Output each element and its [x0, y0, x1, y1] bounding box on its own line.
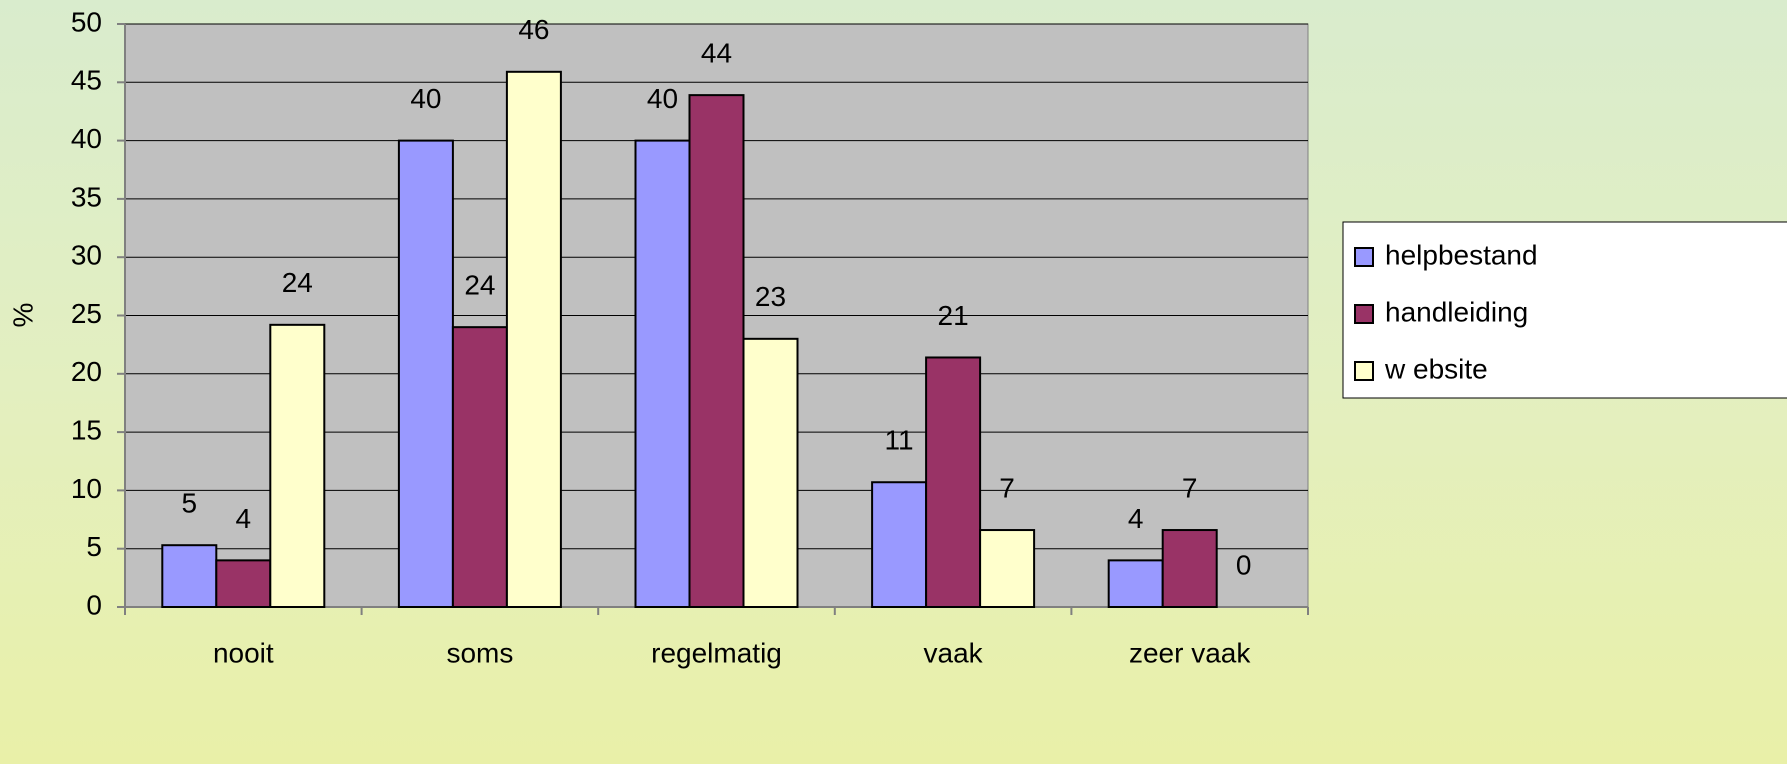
legend-label: w ebsite — [1384, 353, 1488, 384]
y-tick-label: 10 — [71, 473, 102, 504]
y-tick-label: 0 — [86, 589, 102, 620]
bar — [397, 139, 454, 608]
y-tick-label: 40 — [71, 123, 102, 154]
data-label: 7 — [1182, 472, 1198, 503]
legend-swatch — [1354, 247, 1374, 267]
data-label: 24 — [464, 270, 495, 301]
bar — [215, 559, 272, 608]
x-tick-label: regelmatig — [651, 637, 782, 668]
bar — [871, 481, 928, 609]
data-label: 4 — [1128, 503, 1144, 534]
data-label: 40 — [410, 83, 441, 114]
y-tick-label: 5 — [86, 531, 102, 562]
bar — [1107, 559, 1164, 608]
bar — [634, 139, 691, 608]
bar — [925, 356, 982, 609]
data-label: 5 — [182, 488, 198, 519]
legend-swatch — [1354, 304, 1374, 324]
y-tick-label: 20 — [71, 356, 102, 387]
bar — [1161, 529, 1218, 609]
bar — [742, 337, 799, 608]
data-label: 4 — [236, 503, 252, 534]
bar — [505, 70, 562, 608]
data-label: 24 — [282, 267, 313, 298]
x-tick-label: nooit — [213, 637, 274, 668]
bar — [451, 326, 508, 608]
legend-swatch — [1354, 361, 1374, 381]
y-tick-label: 50 — [71, 6, 102, 37]
legend-label: handleiding — [1385, 296, 1528, 327]
y-tick-label: 25 — [71, 298, 102, 329]
data-label: 23 — [755, 281, 786, 312]
bar — [269, 323, 326, 608]
x-tick-label: zeer vaak — [1129, 637, 1251, 668]
y-tick-label: 45 — [71, 65, 102, 96]
data-label: 0 — [1236, 549, 1252, 580]
y-axis-label: % — [7, 303, 38, 328]
data-label: 11 — [885, 425, 914, 456]
bar — [161, 544, 218, 609]
x-tick-label: vaak — [924, 637, 984, 668]
legend — [1342, 221, 1787, 399]
legend-label: helpbestand — [1385, 239, 1538, 270]
y-tick-label: 15 — [71, 414, 102, 445]
bar — [979, 529, 1036, 609]
data-label: 21 — [938, 300, 969, 331]
data-label: 7 — [999, 472, 1015, 503]
data-label: 40 — [647, 83, 678, 114]
data-label: 46 — [518, 14, 549, 45]
data-label: 44 — [701, 38, 732, 69]
y-tick-label: 35 — [71, 181, 102, 212]
y-tick-label: 30 — [71, 240, 102, 271]
bar — [688, 94, 745, 608]
x-tick-label: soms — [446, 637, 513, 668]
